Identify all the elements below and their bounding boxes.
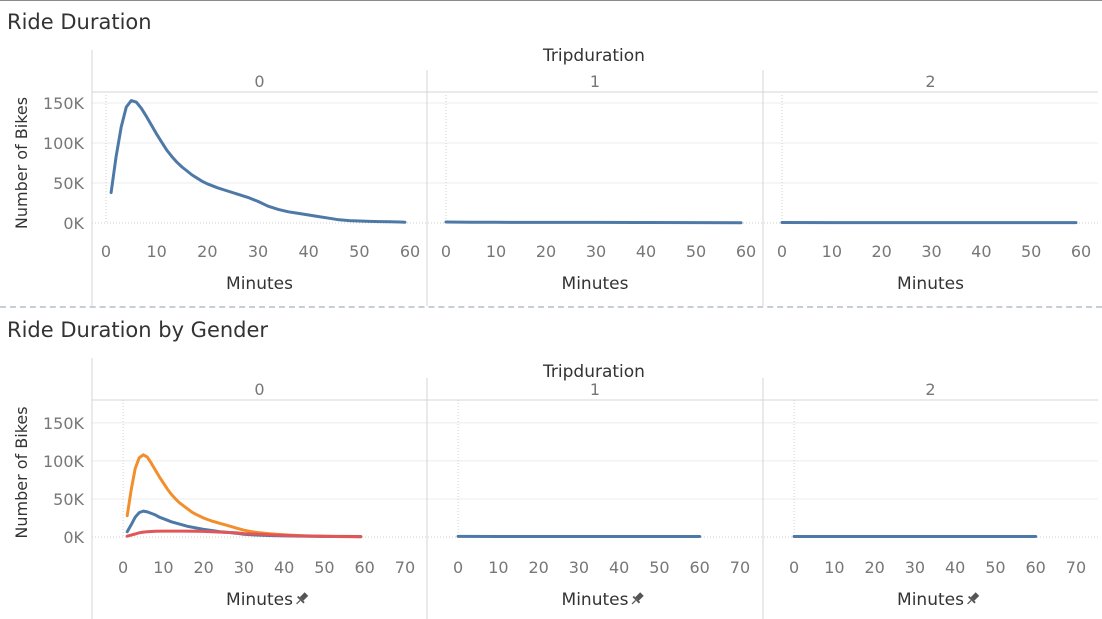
series-line [109, 99, 407, 224]
x-tick-label: 10 [824, 558, 844, 577]
x-tick-label: 70 [730, 558, 750, 577]
pin-icon [967, 592, 980, 605]
x-tick-label: 0 [441, 242, 451, 261]
pin-icon-head [970, 592, 980, 601]
x-tick-label: 60 [736, 242, 756, 261]
x-tick-label: 20 [197, 242, 217, 261]
x-tick-label: 60 [400, 242, 420, 261]
x-tick-label: 60 [1071, 242, 1091, 261]
x-tick-label: 0 [777, 242, 787, 261]
x-tick-label: 70 [395, 558, 415, 577]
x-tick-label: 30 [569, 558, 589, 577]
x-tick-label: 60 [355, 558, 375, 577]
pin-icon-collar [297, 595, 305, 604]
x-tick-label: 30 [905, 558, 925, 577]
x-tick-label: 20 [536, 242, 556, 261]
x-tick-label: 30 [234, 558, 254, 577]
x-tick-label: 40 [298, 242, 318, 261]
section-title-ride-duration-by-gender: Ride Duration by Gender [7, 318, 269, 342]
pin-icon-needle [631, 599, 637, 605]
x-tick-label: 0 [118, 558, 128, 577]
x-tick-label: 20 [864, 558, 884, 577]
series-line [125, 529, 363, 539]
x-axis-title: Minutes [226, 274, 293, 294]
facet-header-label: Tripduration [542, 46, 645, 66]
x-tick-label: 10 [822, 242, 842, 261]
y-tick-label: 50K [53, 490, 84, 509]
x-tick-label: 40 [274, 558, 294, 577]
section-separator [0, 306, 1102, 308]
x-axis-title: Minutes [562, 274, 629, 294]
x-axis-title: Minutes [897, 590, 964, 610]
y-tick-label: 100K [43, 452, 85, 471]
x-axis-title: Minutes [226, 590, 293, 610]
facet-label: 2 [925, 380, 935, 399]
facet-label: 0 [254, 380, 264, 399]
facet-label: 2 [925, 72, 935, 91]
x-tick-label: 50 [686, 242, 706, 261]
pin-icon [296, 592, 309, 605]
x-tick-label: 30 [586, 242, 606, 261]
y-tick-label: 100K [43, 134, 85, 153]
pin-icon-needle [296, 599, 301, 605]
ride-duration-chart: Tripduration 0K 50K 100K 150K Number of Bikes… [12, 46, 1098, 306]
facet-label: 1 [590, 72, 600, 91]
x-axis-title: Minutes [562, 590, 629, 610]
x-tick-label: 10 [486, 242, 506, 261]
y-tick-label: 50K [53, 174, 84, 193]
x-tick-label: 50 [1021, 242, 1041, 261]
x-tick-label: 50 [985, 558, 1005, 577]
pin-icon [631, 592, 644, 605]
x-axis-title: Minutes [897, 274, 964, 294]
ride-duration-by-gender-chart: Tripduration 0K 50K 100K 150K Number of Bikes… [12, 358, 1098, 619]
y-tick-label: 0K [63, 214, 84, 233]
x-tick-label: 0 [789, 558, 799, 577]
pin-icon-needle [967, 599, 972, 605]
pin-icon-collar [968, 595, 976, 604]
pin-icon-head [635, 592, 644, 601]
x-tick-label: 10 [153, 558, 173, 577]
x-tick-label: 50 [349, 242, 369, 261]
y-tick-label: 0K [63, 528, 84, 547]
section-title-ride-duration: Ride Duration [7, 10, 152, 34]
x-tick-label: 60 [1026, 558, 1046, 577]
x-tick-label: 40 [636, 242, 656, 261]
facet-label: 1 [590, 380, 600, 399]
y-axis-title: Number of Bikes [12, 406, 31, 538]
facet-header-label: Tripduration [542, 362, 645, 382]
y-tick-label: 150K [43, 94, 85, 113]
series-line [444, 220, 743, 225]
x-tick-label: 20 [193, 558, 213, 577]
x-tick-label: 0 [453, 558, 463, 577]
pin-icon-head [299, 592, 309, 601]
x-tick-label: 40 [609, 558, 629, 577]
x-tick-label: 20 [871, 242, 891, 261]
x-tick-label: 50 [314, 558, 334, 577]
x-tick-label: 40 [971, 242, 991, 261]
y-axis-title: Number of Bikes [12, 97, 31, 229]
y-tick-label: 150K [43, 414, 85, 433]
dashboard-top-border [0, 0, 1102, 1]
x-tick-label: 70 [1066, 558, 1086, 577]
series-line [125, 453, 363, 538]
facet-label: 0 [254, 72, 264, 91]
x-tick-label: 10 [146, 242, 166, 261]
x-tick-label: 10 [488, 558, 508, 577]
x-tick-label: 50 [649, 558, 669, 577]
x-tick-label: 40 [945, 558, 965, 577]
x-tick-label: 60 [690, 558, 710, 577]
x-tick-label: 30 [248, 242, 268, 261]
x-tick-label: 30 [921, 242, 941, 261]
x-tick-label: 20 [528, 558, 548, 577]
x-tick-label: 0 [101, 242, 111, 261]
pin-icon-collar [632, 595, 641, 604]
